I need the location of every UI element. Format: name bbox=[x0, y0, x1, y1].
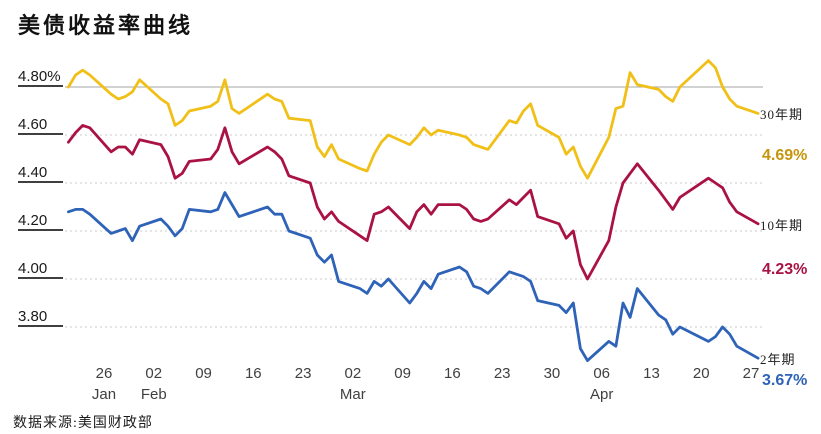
series-value-label-10y: 4.23% bbox=[762, 260, 808, 278]
x-month-label: Jan bbox=[91, 386, 117, 403]
y-tick-label: 4.00 bbox=[18, 260, 63, 279]
x-tick-label: 16 bbox=[244, 365, 262, 382]
x-month-label: Mar bbox=[339, 386, 366, 403]
data-source-note: 数据来源:美国财政部 bbox=[13, 416, 153, 431]
series-name-label-30y: 30年期 bbox=[760, 107, 804, 123]
x-tick-label: 09 bbox=[195, 365, 212, 382]
series-value-label-30y: 4.69% bbox=[762, 147, 808, 165]
x-tick-label: 02 bbox=[145, 365, 163, 382]
x-tick-label: 09 bbox=[394, 365, 411, 382]
x-tick-label: 23 bbox=[294, 365, 312, 382]
y-tick-label: 4.80% bbox=[18, 68, 63, 87]
series-value-label-2y: 3.67% bbox=[762, 372, 808, 390]
x-tick-label: 16 bbox=[444, 365, 461, 382]
x-month-label: Feb bbox=[140, 386, 167, 403]
series-line-2y bbox=[67, 191, 760, 362]
x-month-label: Apr bbox=[590, 386, 614, 403]
y-tick-label: 3.80 bbox=[18, 308, 63, 327]
y-tick-label: 4.60 bbox=[18, 116, 63, 135]
x-tick-label: 27 bbox=[742, 365, 760, 382]
series-name-label-10y: 10年期 bbox=[760, 217, 804, 233]
x-tick-label: 26 bbox=[95, 365, 113, 382]
page-title: 美债收益率曲线 bbox=[18, 13, 194, 38]
x-tick-label: 02 bbox=[344, 365, 362, 382]
series-line-10y bbox=[67, 124, 760, 281]
x-tick-label: 13 bbox=[643, 365, 660, 382]
x-tick-label: 20 bbox=[692, 365, 710, 382]
x-tick-label: 06 bbox=[593, 365, 611, 382]
y-tick-label: 4.40 bbox=[18, 164, 63, 183]
y-tick-label: 4.20 bbox=[18, 212, 63, 231]
series-line-30y bbox=[67, 59, 760, 180]
x-tick-label: 30 bbox=[543, 365, 561, 382]
x-tick-label: 23 bbox=[493, 365, 511, 382]
series-name-label-2y: 2年期 bbox=[760, 352, 796, 368]
